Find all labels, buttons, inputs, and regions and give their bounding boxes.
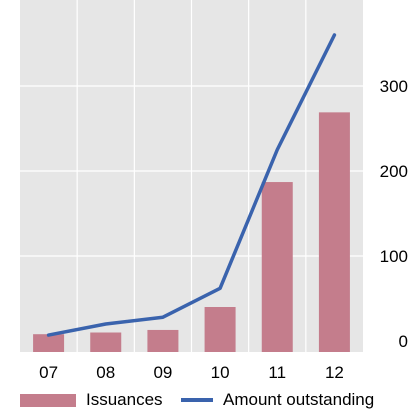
y-tick-label-100: 100: [380, 247, 408, 266]
legend-item-amount-outstanding: Amount outstanding: [181, 390, 374, 410]
x-tick-label-10: 10: [211, 363, 230, 382]
x-axis-tick-labels: 07 08 09 10 11 12: [39, 363, 344, 382]
bar-10: [204, 307, 236, 352]
bar-series-issuances: [33, 112, 350, 352]
x-tick-label-12: 12: [325, 363, 344, 382]
legend: Issuances Amount outstanding: [20, 390, 418, 412]
y-tick-label-200: 200: [380, 162, 408, 181]
legend-label-issuances: Issuances: [86, 390, 163, 409]
legend-item-issuances: Issuances: [20, 390, 163, 410]
bar-07: [33, 334, 65, 352]
x-tick-label-11: 11: [268, 363, 286, 382]
bar-08: [90, 332, 122, 352]
y-axis-tick-labels: 0 100 200 300: [380, 77, 408, 351]
line-series-amount-outstanding: [46, 33, 337, 337]
gridlines: [20, 0, 363, 352]
bar-12: [318, 112, 350, 352]
y-tick-label-0: 0: [399, 332, 408, 351]
legend-label-amount-outstanding: Amount outstanding: [223, 390, 375, 409]
legend-swatch-issuances: [20, 393, 76, 407]
x-tick-label-09: 09: [153, 363, 172, 382]
x-tick-label-07: 07: [39, 363, 58, 382]
bar-11: [261, 182, 293, 352]
y-tick-label-300: 300: [380, 77, 408, 96]
bar-09: [147, 329, 179, 352]
legend-swatch-amount-outstanding: [181, 398, 213, 402]
x-tick-label-08: 08: [96, 363, 115, 382]
